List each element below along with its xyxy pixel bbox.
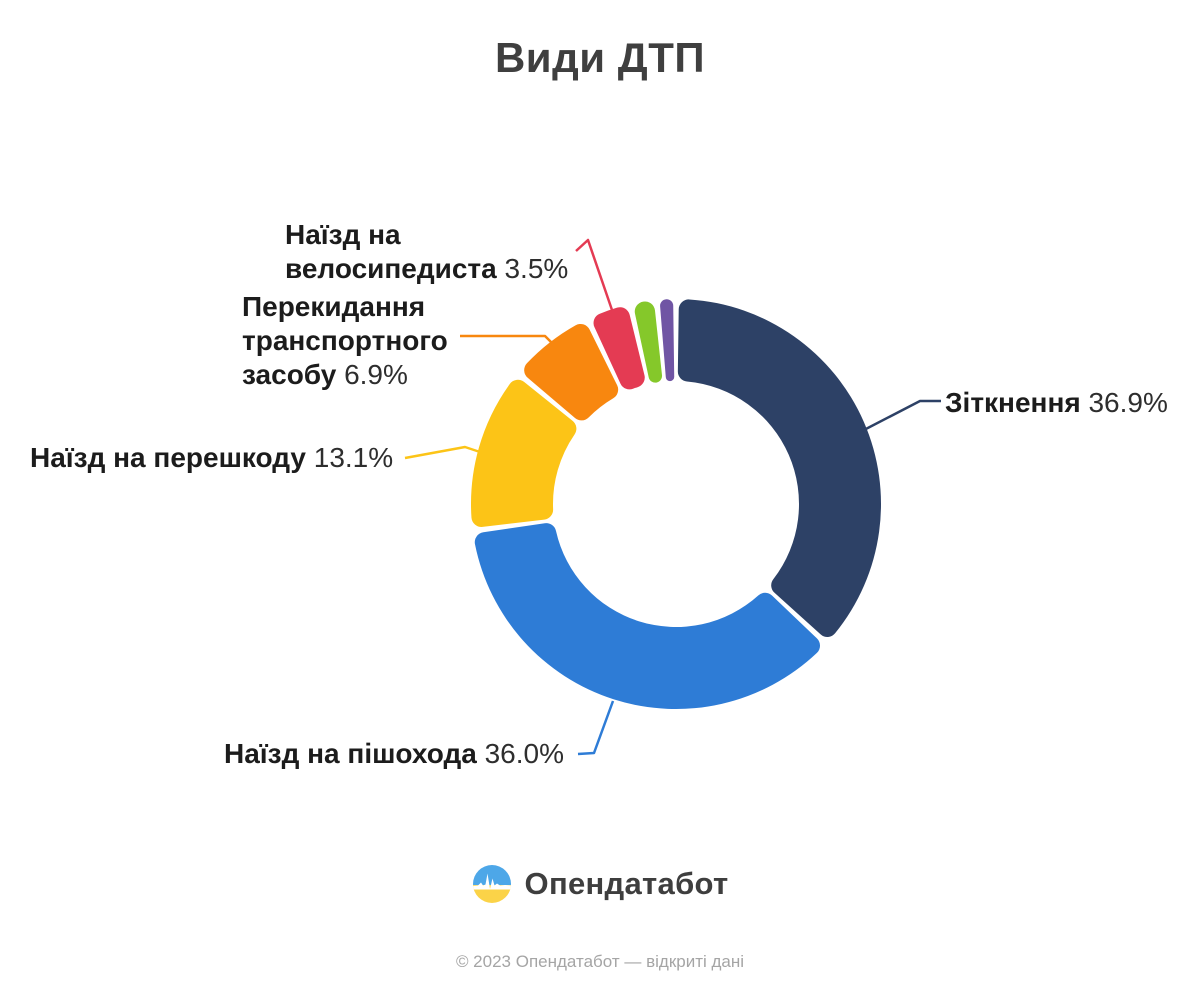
callout-line: Наїзд на — [285, 218, 568, 252]
callout-percent-value: 3.5% — [504, 253, 569, 284]
callout-pedestrian: Наїзд на пішохода 36.0% — [224, 737, 564, 771]
donut-slice-cyclist — [593, 307, 645, 390]
callout-collision: Зіткнення 36.9% — [945, 386, 1168, 420]
callout-category-label: Наїзд на пішохода — [224, 738, 477, 769]
callout-line: засобу 6.9% — [242, 358, 448, 392]
chart-title: Види ДТП — [494, 34, 706, 81]
callout-category-label: засобу — [242, 359, 337, 390]
leader-line-pedestrian — [577, 700, 615, 756]
callout-percent-value: 13.1% — [313, 442, 394, 473]
callout-line: велосипедиста 3.5% — [285, 252, 568, 286]
callout-category-label: Наїзд на перешкоду — [30, 442, 306, 473]
donut-slice-pedestrian — [474, 523, 821, 710]
callout-percent-value: 36.0% — [484, 738, 564, 769]
callout-cyclist: Наїзд на велосипедиста 3.5% — [285, 218, 568, 286]
leader-line-obstacle — [404, 445, 481, 460]
donut-slice-other-purple — [660, 299, 675, 382]
callout-category-label: велосипедиста — [285, 253, 497, 284]
leader-line-cyclist — [575, 238, 614, 311]
logo-text: Опендатабот — [524, 866, 729, 901]
callout-category-label: Зіткнення — [945, 387, 1081, 418]
callout-percent-value: 6.9% — [344, 359, 408, 390]
callout-percent-value: 36.9% — [1088, 387, 1168, 418]
donut-slice-obstacle — [471, 379, 577, 527]
leader-line-rollover — [460, 334, 558, 349]
callout-line: Зіткнення 36.9% — [945, 386, 1168, 420]
callout-line: Наїзд на пішохода 36.0% — [224, 737, 564, 771]
opendatabot-logo-icon — [472, 865, 511, 903]
donut-slice-rollover — [524, 323, 619, 421]
callout-rollover: Перекидання транспортного засобу 6.9% — [242, 290, 448, 392]
callout-obstacle: Наїзд на перешкоду 13.1% — [30, 441, 393, 475]
logo: Опендатабот — [0, 864, 1200, 904]
callout-category-label: Наїзд на — [285, 219, 401, 250]
donut-slice-collision — [677, 299, 881, 637]
callout-category-label: Перекидання — [242, 291, 426, 322]
footer-copyright: © 2023 Опендатабот — відкриті дані — [455, 952, 745, 971]
callout-category-label: транспортного — [242, 325, 448, 356]
callout-line: Перекидання — [242, 290, 448, 324]
leader-line-collision — [861, 399, 941, 433]
callout-line: транспортного — [242, 324, 448, 358]
donut-slice-other-green — [634, 301, 663, 383]
callout-line: Наїзд на перешкоду 13.1% — [30, 441, 393, 475]
